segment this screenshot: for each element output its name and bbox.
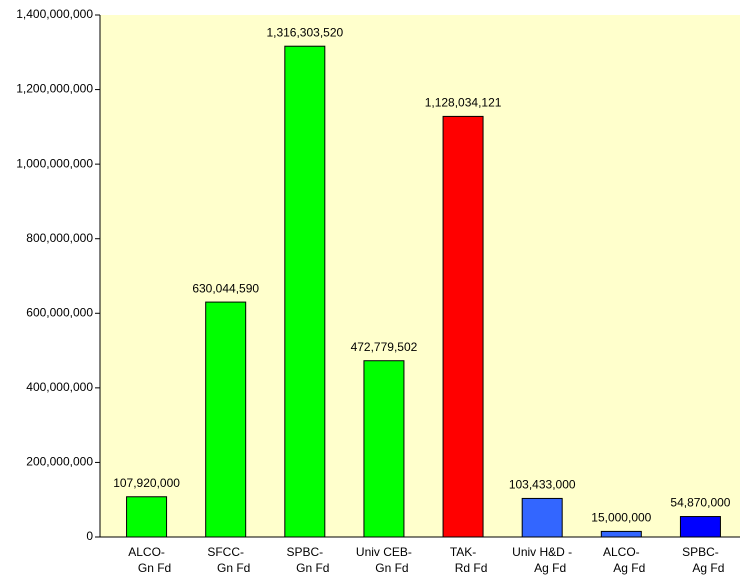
x-tick-label-line: Univ CEB- xyxy=(356,545,412,559)
bar xyxy=(442,115,484,538)
x-tick-label-line: ALCO- xyxy=(603,545,640,559)
x-tick-label-line: Ag Fd xyxy=(613,561,645,575)
x-tick-label: SFCC- Gn Fd xyxy=(207,545,250,575)
value-label: 54,870,000 xyxy=(670,496,730,510)
x-tick-label-line: Univ H&D - xyxy=(512,545,572,559)
bar xyxy=(600,530,642,538)
x-tick-label-line: Gn Fd xyxy=(296,561,329,575)
y-tick-label: 200,000,000 xyxy=(26,455,93,469)
x-tick-label: Univ CEB- Gn Fd xyxy=(356,545,412,575)
x-tick-label-line: Ag Fd xyxy=(692,561,724,575)
bar xyxy=(205,301,247,538)
x-tick-label: SPBC- Ag Fd xyxy=(682,545,724,575)
x-tick-label: SPBC- Gn Fd xyxy=(286,545,329,575)
bar xyxy=(363,360,405,538)
value-label: 630,044,590 xyxy=(192,281,259,295)
y-tick-label: 800,000,000 xyxy=(26,231,93,245)
value-label: 472,779,502 xyxy=(351,340,418,354)
bar xyxy=(126,496,168,538)
value-label: 1,128,034,121 xyxy=(425,96,502,110)
bar xyxy=(284,45,326,538)
y-tick-label: 400,000,000 xyxy=(26,380,93,394)
value-label: 15,000,000 xyxy=(591,511,651,525)
x-tick-label: ALCO- Ag Fd xyxy=(603,545,645,575)
plot-area xyxy=(100,15,740,537)
x-tick-label-line: TAK- xyxy=(450,545,476,559)
x-tick-label-line: Ag Fd xyxy=(534,561,566,575)
y-tick-label: 600,000,000 xyxy=(26,305,93,319)
x-tick-label-line: Gn Fd xyxy=(217,561,250,575)
bar xyxy=(679,516,721,538)
value-label: 107,920,000 xyxy=(113,476,180,490)
value-label: 103,433,000 xyxy=(509,478,576,492)
x-tick-label: Univ H&D - Ag Fd xyxy=(512,545,572,575)
x-tick-label-line: SFCC- xyxy=(207,545,244,559)
x-tick-label: ALCO- Gn Fd xyxy=(128,545,171,575)
y-tick-label: 0 xyxy=(86,529,93,543)
bar xyxy=(521,497,563,538)
x-tick-label-line: SPBC- xyxy=(286,545,323,559)
x-tick-label-line: Rd Fd xyxy=(455,561,488,575)
x-tick-label: TAK- Rd Fd xyxy=(450,545,488,575)
value-label: 1,316,303,520 xyxy=(266,25,343,39)
y-tick-label: 1,400,000,000 xyxy=(16,7,93,21)
x-tick-label-line: Gn Fd xyxy=(375,561,408,575)
y-tick-label: 1,200,000,000 xyxy=(16,82,93,96)
x-tick-label-line: ALCO- xyxy=(128,545,165,559)
x-tick-label-line: Gn Fd xyxy=(138,561,171,575)
x-tick-label-line: SPBC- xyxy=(682,545,719,559)
y-tick-label: 1,000,000,000 xyxy=(16,156,93,170)
